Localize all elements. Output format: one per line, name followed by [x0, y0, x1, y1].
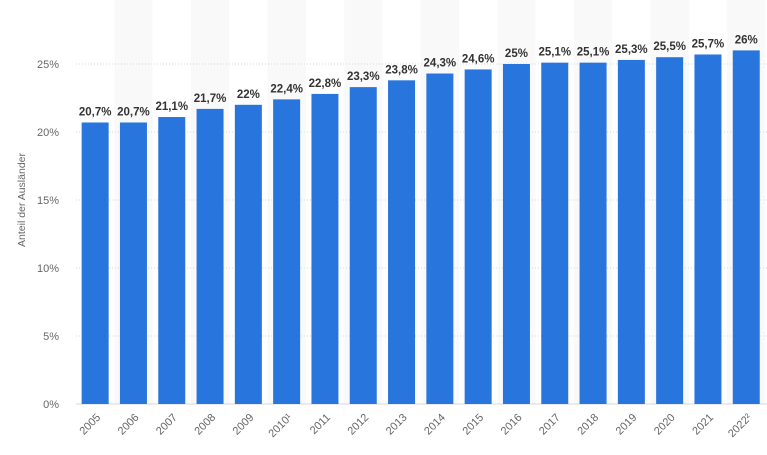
- x-tick-label: 2010¹: [266, 411, 295, 440]
- data-label: 20,7%: [79, 106, 112, 118]
- x-tick-label: 2018: [575, 412, 601, 438]
- bar[interactable]: [81, 122, 109, 404]
- x-tick-label: 2017: [537, 412, 563, 438]
- data-label: 25,5%: [653, 41, 686, 53]
- bar[interactable]: [617, 59, 645, 405]
- x-tick-label: 2006: [116, 412, 142, 438]
- y-axis-title: Anteil der Ausländer: [16, 153, 28, 247]
- bar[interactable]: [119, 122, 147, 404]
- x-tick-label: 2019: [614, 412, 640, 438]
- x-tick-label: 2021: [690, 412, 716, 438]
- data-label: 20,7%: [117, 106, 150, 118]
- x-tick-label: 2013: [384, 412, 410, 438]
- bar[interactable]: [158, 117, 186, 404]
- bar[interactable]: [464, 69, 492, 404]
- x-tick-label: 2011: [308, 412, 333, 437]
- data-label: 23,3%: [347, 71, 380, 83]
- bar[interactable]: [732, 50, 760, 405]
- data-labels: 20,7% 20,7% 21,1% 21,7% 22% 22,4% 22,8% 23,3% 23…: [79, 34, 758, 118]
- y-tick-label: 20%: [37, 127, 59, 139]
- y-tick-label: 25%: [37, 59, 59, 71]
- x-tick-label: 2005: [77, 412, 103, 438]
- x-tick-label: 2008: [192, 412, 218, 438]
- data-label: 21,7%: [194, 93, 227, 105]
- data-label: 26%: [735, 34, 758, 46]
- y-tick-label: 5%: [43, 331, 59, 343]
- bars: [81, 50, 760, 405]
- bar[interactable]: [311, 93, 339, 405]
- x-axis-labels: 2005 2006 2007 2008 2009 2010¹ 2011 2012 2013 201…: [77, 411, 754, 440]
- data-label: 24,6%: [462, 53, 495, 65]
- data-label: 24,3%: [424, 58, 457, 70]
- x-tick-label: 2009: [231, 412, 257, 438]
- bar[interactable]: [273, 99, 301, 405]
- x-tick-label: 2014: [422, 412, 448, 438]
- bar[interactable]: [234, 104, 262, 405]
- bar[interactable]: [426, 73, 454, 405]
- bar[interactable]: [656, 57, 684, 404]
- data-label: 25%: [505, 48, 528, 60]
- bar[interactable]: [694, 54, 722, 404]
- x-tick-label: 2007: [154, 412, 180, 438]
- x-tick-label: 2015: [460, 412, 486, 438]
- x-tick-label: 2022²: [726, 411, 755, 440]
- gridlines: [76, 63, 767, 405]
- data-label: 21,1%: [155, 101, 188, 113]
- bar[interactable]: [388, 80, 416, 404]
- data-label: 22,4%: [270, 83, 303, 95]
- y-axis-ticks: 0% 5% 10% 15% 20% 25%: [37, 59, 59, 411]
- bar[interactable]: [196, 108, 224, 404]
- data-label: 25,1%: [577, 47, 610, 59]
- data-label: 23,8%: [385, 64, 418, 76]
- y-tick-label: 0%: [43, 399, 59, 411]
- x-tick-label: 2016: [499, 412, 525, 438]
- y-tick-label: 15%: [37, 195, 59, 207]
- x-tick-label: 2012: [346, 412, 372, 438]
- bar[interactable]: [349, 87, 377, 405]
- bar[interactable]: [541, 62, 569, 404]
- x-tick-label: 2020: [652, 412, 678, 438]
- bar[interactable]: [502, 64, 530, 404]
- bar[interactable]: [579, 62, 607, 404]
- data-label: 22%: [237, 89, 260, 101]
- data-label: 25,3%: [615, 44, 648, 56]
- data-label: 25,1%: [538, 47, 571, 59]
- y-tick-label: 10%: [37, 263, 59, 275]
- data-label: 22,8%: [309, 78, 342, 90]
- data-label: 25,7%: [692, 38, 725, 50]
